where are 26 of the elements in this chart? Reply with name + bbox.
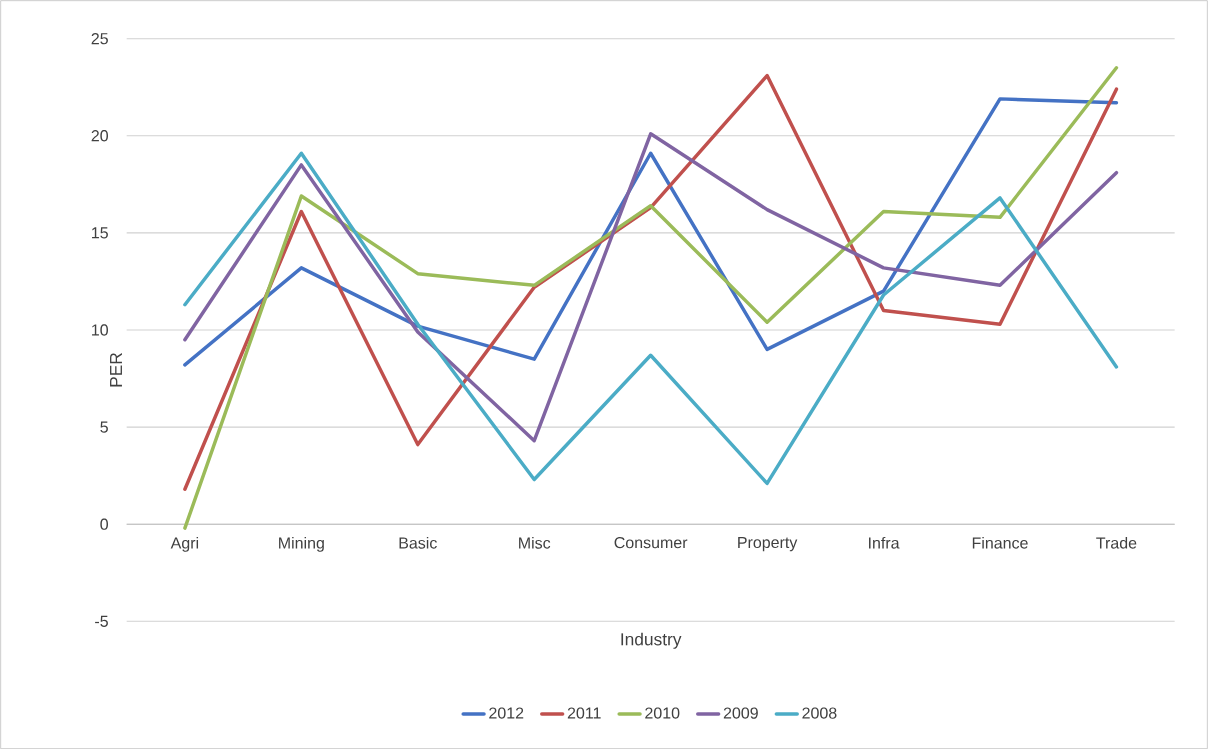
- legend-label: 2010: [645, 707, 680, 719]
- legend-label: 2009: [723, 707, 758, 719]
- x-tick-label: Mining: [279, 536, 324, 552]
- y-tick-label: 0: [100, 518, 109, 530]
- x-tick-label: Agri: [170, 536, 199, 552]
- x-tick-label: Misc: [519, 536, 551, 549]
- y-tick-label: 15: [92, 227, 108, 239]
- y-tick-label: -5: [95, 615, 108, 627]
- legend-label: 2012: [489, 707, 524, 719]
- y-tick-label: 20: [91, 129, 108, 142]
- x-tick-label: Infra: [869, 536, 900, 549]
- legend-label: 2011: [567, 707, 601, 719]
- line-series: [183, 96, 1119, 367]
- line-series: [183, 151, 1119, 486]
- x-tick-label: Property: [738, 536, 798, 552]
- y-axis-title: PER: [110, 352, 122, 387]
- x-tick-label: Finance: [972, 536, 1028, 549]
- y-tick-label: 25: [91, 32, 108, 45]
- x-axis-title: Industry: [621, 632, 682, 649]
- x-tick-label: Basic: [399, 536, 437, 549]
- line-series: [183, 131, 1119, 443]
- y-tick-label: 5: [100, 421, 108, 433]
- legend-label: 2008: [802, 707, 837, 719]
- x-tick-label: Trade: [1096, 536, 1137, 549]
- x-tick-label: Consumer: [614, 536, 688, 549]
- y-tick-label: 10: [92, 324, 108, 336]
